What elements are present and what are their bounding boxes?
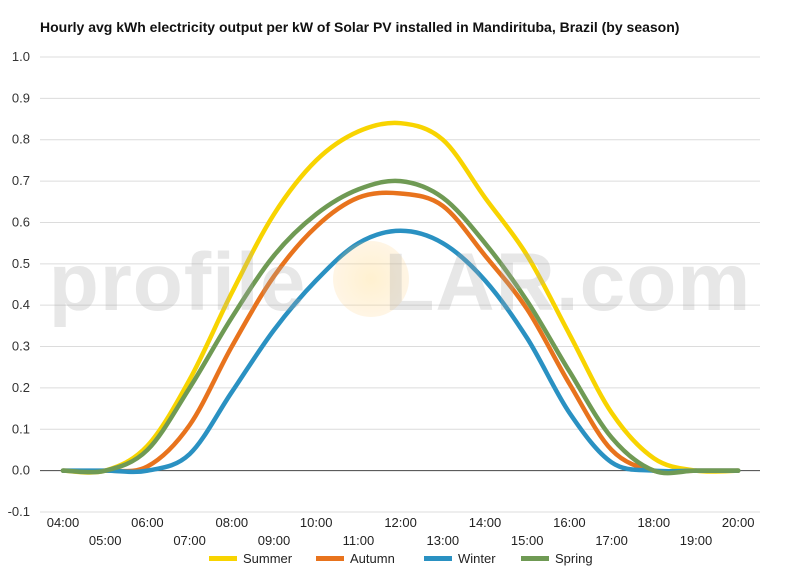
legend-item-spring: Spring [521,548,593,568]
x-axis-ticks: 04:00 05:00 06:00 07:00 08:00 09:00 10:00 11:00… [47,515,755,548]
x-tick-label: 05:00 [89,533,122,548]
series-line-winter [60,228,741,475]
y-tick-label: 0.8 [12,132,30,147]
legend-item-winter: Winter [424,548,496,568]
legend: Summer Autumn Winter Spring [0,548,800,568]
x-tick-label: 14:00 [469,515,502,530]
legend-label: Spring [555,550,593,566]
y-tick-label: -0.1 [8,504,30,519]
x-tick-label: 11:00 [343,533,375,548]
x-tick-label: 17:00 [595,533,628,548]
x-tick-label: 06:00 [131,515,164,530]
series-line-summer [60,120,741,475]
x-tick-label: 09:00 [258,533,291,548]
series-lines [60,120,741,476]
x-tick-label: 16:00 [553,515,586,530]
legend-label: Winter [458,550,496,566]
x-tick-label: 15:00 [511,533,544,548]
x-tick-label: 12:00 [384,515,417,530]
y-tick-label: 0.0 [12,463,30,478]
y-tick-label: 0.9 [12,90,30,105]
legend-item-autumn: Autumn [316,548,395,568]
y-tick-label: 0.2 [12,380,30,395]
legend-label: Autumn [350,550,395,566]
legend-swatch [424,555,452,561]
x-tick-label: 13:00 [427,533,460,548]
x-tick-label: 20:00 [722,515,755,530]
y-tick-label: 0.3 [12,339,30,354]
x-tick-label: 07:00 [173,533,206,548]
chart-title: Hourly avg kWh electricity output per kW… [40,19,680,35]
y-tick-label: 1.0 [12,49,30,64]
y-tick-label: 0.4 [12,297,30,312]
legend-item-summer: Summer [209,548,292,568]
legend-swatch [521,555,549,561]
y-tick-label: 0.7 [12,173,30,188]
x-tick-label: 10:00 [300,515,333,530]
legend-swatch [209,555,237,561]
y-tick-label: 0.6 [12,214,30,229]
x-tick-label: 08:00 [216,515,249,530]
x-tick-label: 04:00 [47,515,80,530]
y-tick-label: 0.1 [12,421,30,436]
y-tick-label: 0.5 [12,256,30,271]
legend-label: Summer [243,550,293,566]
legend-swatch [316,555,344,561]
y-axis-ticks: 1.0 0.9 0.8 0.7 0.6 0.5 0.4 0.3 0.2 0.1 0.0 -0.1 [8,49,30,519]
x-tick-label: 19:00 [680,533,713,548]
x-tick-label: 18:00 [638,515,671,530]
